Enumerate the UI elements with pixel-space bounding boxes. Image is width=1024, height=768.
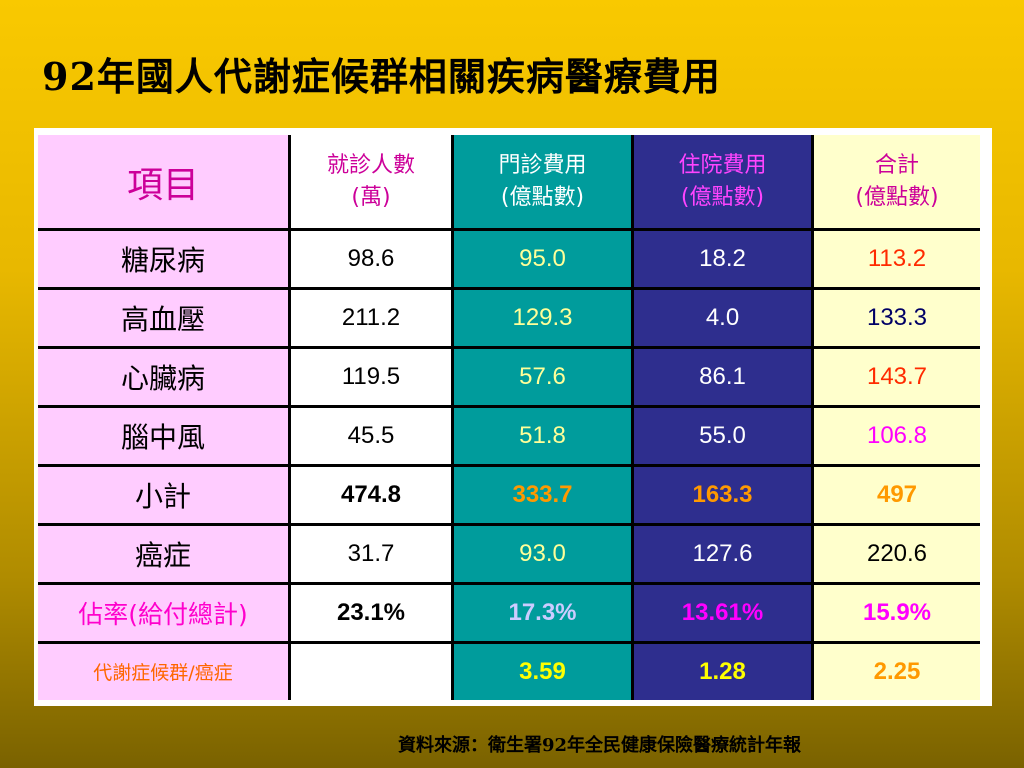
cell-inpatient: 55.0 [631,406,813,467]
cell-total: 15.9% [811,583,980,644]
header-total: 合計 (億點數) [811,135,980,231]
cell-patients: 23.1% [288,583,453,644]
cell-inpatient: 4.0 [631,288,813,349]
cell-outpatient: 93.0 [451,524,633,585]
cell-outpatient: 17.3% [451,583,633,644]
table-row-heart-disease: 心臟病 119.5 57.6 86.1 143.7 [38,347,980,408]
table-row-cancer: 癌症 31.7 93.0 127.6 220.6 [38,524,980,585]
table-row-diabetes: 糖尿病 98.6 95.0 18.2 113.2 [38,229,980,290]
table-row-share: 佔率(給付總計) 23.1% 17.3% 13.61% 15.9% [38,583,980,644]
table-row-subtotal: 小計 474.8 333.7 163.3 497 [38,465,980,526]
cell-total: 133.3 [811,288,980,349]
cell-inpatient: 163.3 [631,465,813,526]
cell-outpatient: 51.8 [451,406,633,467]
row-label: 高血壓 [120,303,205,336]
table-row-hypertension: 高血壓 211.2 129.3 4.0 133.3 [38,288,980,349]
row-label: 代謝症候群/癌症 [93,662,233,684]
cell-inpatient: 86.1 [631,347,813,408]
cell-total: 113.2 [811,229,980,290]
row-label: 腦中風 [120,421,205,454]
header-inpatient-cost: 住院費用 (億點數) [631,135,813,231]
cell-outpatient: 129.3 [451,288,633,349]
cell-patients: 211.2 [288,288,453,349]
row-label: 糖尿病 [120,244,205,277]
cell-total: 220.6 [811,524,980,585]
header-item: 項目 [38,135,290,231]
row-label: 佔率(給付總計) [78,600,248,629]
cell-inpatient: 18.2 [631,229,813,290]
data-source-note: 資料來源：衛生署92年全民健康保險醫療統計年報 [398,735,802,756]
table-row-ratio: 代謝症候群/癌症 3.59 1.28 2.25 [38,642,980,700]
cell-patients: 98.6 [288,229,453,290]
cell-inpatient: 127.6 [631,524,813,585]
cell-total: 2.25 [811,642,980,700]
cell-patients: 45.5 [288,406,453,467]
cell-patients [288,642,453,700]
cell-outpatient: 57.6 [451,347,633,408]
page-title: 92年國人代謝症候群相關疾病醫療費用 [42,54,721,99]
cell-patients: 119.5 [288,347,453,408]
cell-inpatient: 13.61% [631,583,813,644]
header-patients: 就診人數 (萬) [288,135,453,231]
cell-patients: 474.8 [288,465,453,526]
cell-total: 143.7 [811,347,980,408]
row-label: 心臟病 [120,362,205,395]
cell-total: 497 [811,465,980,526]
cell-total: 106.8 [811,406,980,467]
row-label: 癌症 [134,539,191,572]
header-outpatient-cost: 門診費用 (億點數) [451,135,633,231]
cell-patients: 31.7 [288,524,453,585]
medical-cost-table: 項目 就診人數 (萬) 門診費用 (億點數) 住院費用 (億點數) 合計 (億點數) 糖… [38,135,980,700]
table-header-row: 項目 就診人數 (萬) 門診費用 (億點數) 住院費用 (億點數) 合計 (億點數) [38,135,980,231]
table-row-stroke: 腦中風 45.5 51.8 55.0 106.8 [38,406,980,467]
cell-inpatient: 1.28 [631,642,813,700]
cell-outpatient: 3.59 [451,642,633,700]
cell-outpatient: 333.7 [451,465,633,526]
cell-outpatient: 95.0 [451,229,633,290]
row-label: 小計 [134,480,191,513]
cost-table-panel: 項目 就診人數 (萬) 門診費用 (億點數) 住院費用 (億點數) 合計 (億點數) 糖… [34,128,992,706]
